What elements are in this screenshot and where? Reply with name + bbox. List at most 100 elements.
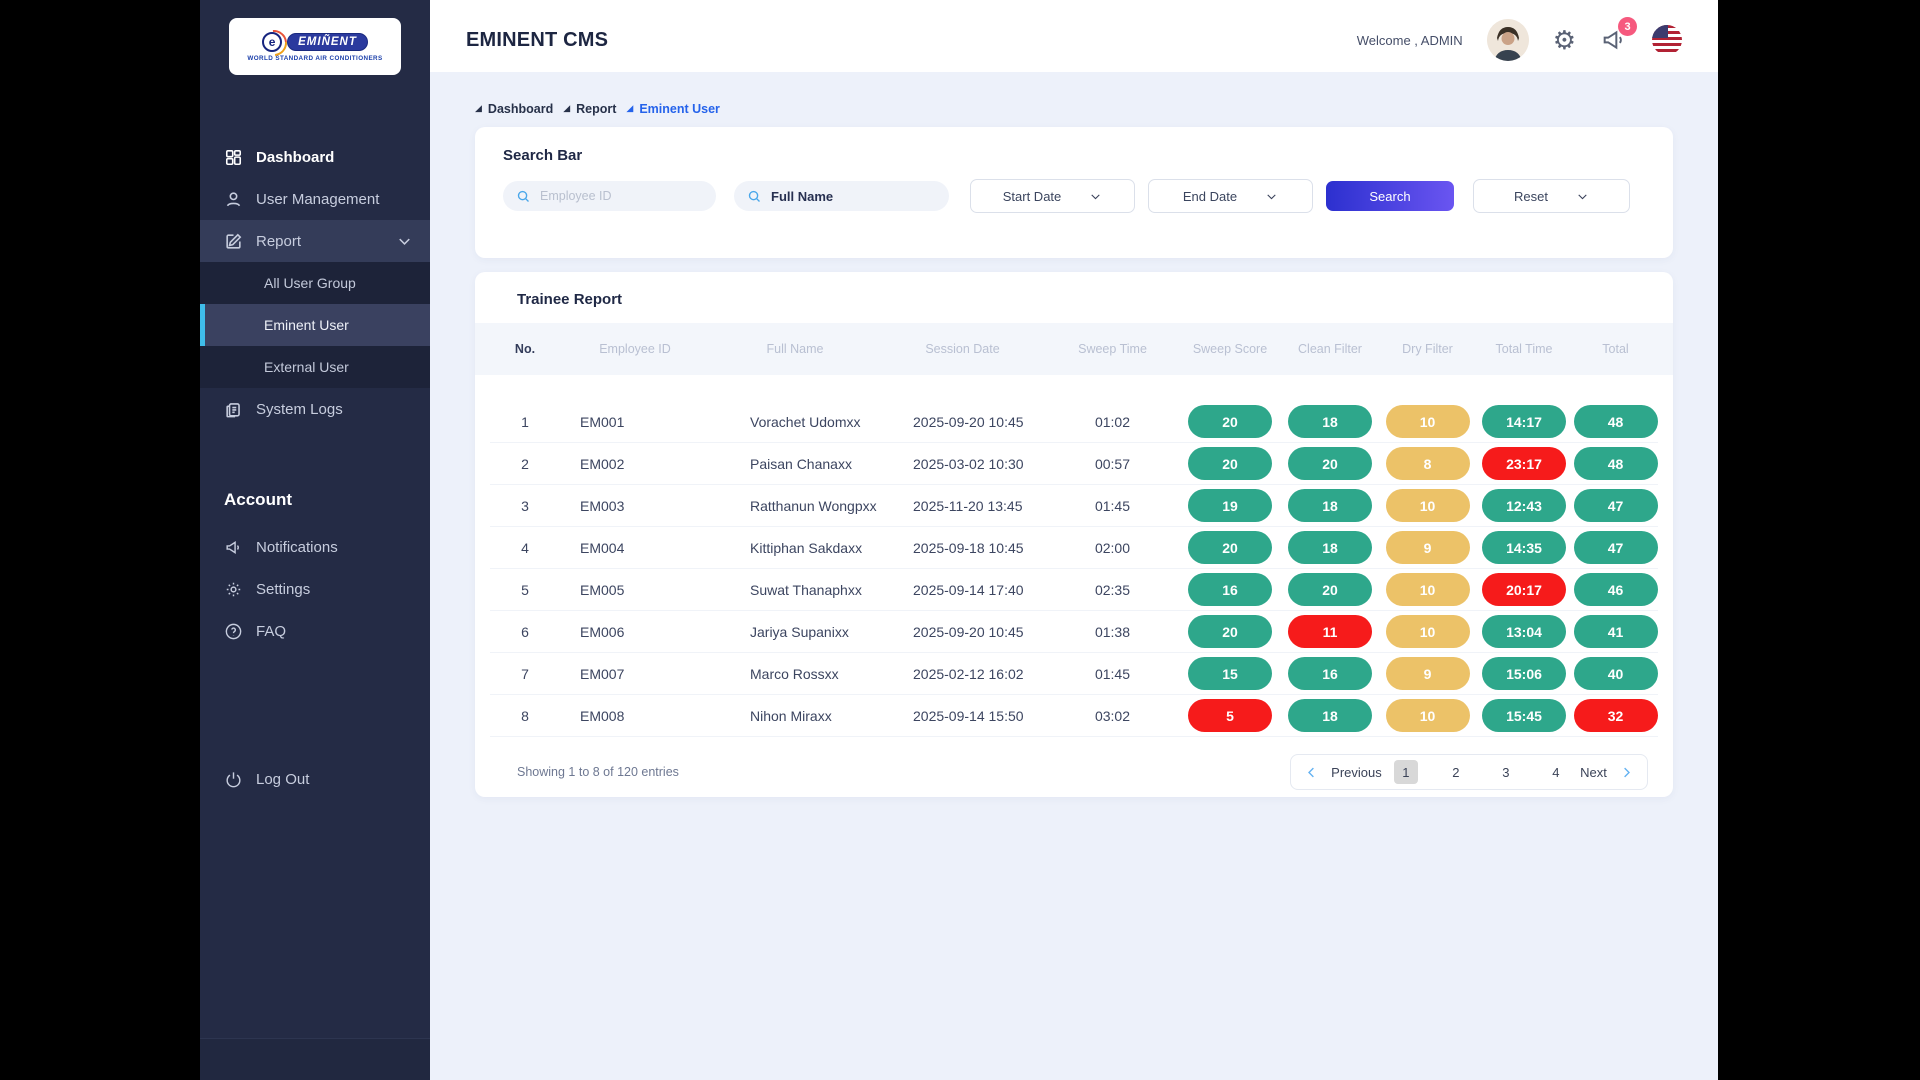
badge-cell: 20:17 (1475, 573, 1573, 606)
badge-cell: 15 (1180, 657, 1280, 690)
badge-cell: 18 (1280, 489, 1380, 522)
settings-gear-icon[interactable]: ⚙ (1552, 25, 1576, 55)
badge-cell: 13:04 (1475, 615, 1573, 648)
column-header-no: No. (514, 342, 536, 356)
total-badge: 40 (1573, 657, 1658, 690)
badge-cell: 9 (1380, 531, 1475, 564)
full-name-cell: Jariya Supanixx (750, 623, 849, 640)
row-no: 7 (521, 665, 529, 682)
sidebar-item-settings[interactable]: Settings (200, 568, 430, 610)
reset-select[interactable]: Reset (1473, 179, 1630, 213)
previous-page-button[interactable]: Previous (1331, 764, 1382, 780)
breadcrumb-item-report[interactable]: ◢ Report (563, 102, 616, 116)
breadcrumb-triangle-icon: ◢ (626, 104, 634, 114)
search-button[interactable]: Search (1326, 181, 1454, 211)
chevron-down-icon (1578, 193, 1587, 199)
page-button-1[interactable]: 1 (1393, 760, 1418, 784)
avatar-image (1486, 19, 1529, 61)
clean-filter-badge: 16 (1288, 657, 1372, 690)
employee-id-field (503, 181, 716, 211)
question-icon (225, 623, 242, 639)
badge-cell: 16 (1180, 573, 1280, 606)
badge-cell: 20 (1180, 531, 1280, 564)
total-badge: 48 (1573, 405, 1658, 438)
start-date-select[interactable]: Start Date (970, 179, 1135, 213)
table-footer: Showing 1 to 8 of 120 entries Previous 1… (475, 737, 1673, 790)
total-time-badge: 15:06 (1482, 657, 1566, 690)
breadcrumb-triangle-icon: ◢ (563, 104, 571, 114)
badge-cell: 18 (1280, 531, 1380, 564)
notification-megaphone-icon (1603, 30, 1622, 50)
search-icon (517, 190, 529, 202)
badge-cell: 47 (1573, 489, 1658, 522)
page-button-3[interactable]: 3 (1502, 764, 1510, 780)
megaphone-icon (226, 540, 239, 554)
content: ◢ Dashboard ◢ Report ◢ Eminent User Search Ba… (430, 72, 1718, 797)
topbar-right: Welcome , ADMIN ⚙ (1357, 17, 1682, 61)
sweep-score-badge: 5 (1188, 699, 1272, 732)
end-date-select[interactable]: End Date (1148, 179, 1313, 213)
chevron-left-icon[interactable] (1304, 765, 1319, 780)
badge-cell: 20 (1280, 573, 1380, 606)
pagination: Previous 1 2 3 4 Next (1290, 754, 1648, 790)
table-row: 7 EM007 Marco Rossxx 2025-02-12 16:02 01:45 1… (490, 653, 1658, 695)
session-date-cell: 2025-09-14 17:40 (913, 581, 1024, 598)
badge-cell: 15:45 (1475, 699, 1573, 732)
app-window: e EMIÑENT WORLD STANDARD AIR CONDITIONER… (200, 0, 1718, 1080)
full-name-input[interactable] (771, 188, 936, 204)
sidebar: e EMIÑENT WORLD STANDARD AIR CONDITIONER… (200, 0, 430, 1080)
chevron-down-icon (1091, 193, 1100, 199)
sidebar-item-user-management[interactable]: User Management (200, 178, 430, 220)
entries-summary: Showing 1 to 8 of 120 entries (517, 765, 679, 779)
search-controls: Start Date End Date Search Reset (503, 179, 1645, 213)
page-number-list: 1 2 3 4 (1393, 760, 1568, 784)
sidebar-item-notifications[interactable]: Notifications (200, 526, 430, 568)
sweep-time-cell: 02:00 (1094, 539, 1131, 556)
full-name-cell: Kittiphan Sakdaxx (750, 539, 863, 556)
submenu-item-all-user-group[interactable]: All User Group (264, 275, 356, 291)
badge-cell: 46 (1573, 573, 1658, 606)
logout-button[interactable]: Log Out (200, 758, 430, 800)
next-page-button[interactable]: Next (1580, 764, 1607, 780)
badge-cell: 47 (1573, 531, 1658, 564)
page-button-2[interactable]: 2 (1452, 764, 1460, 780)
reset-label: Reset (1514, 188, 1548, 204)
language-flag-us-icon[interactable] (1652, 25, 1682, 55)
sidebar-item-dashboard[interactable]: Dashboard (200, 136, 430, 178)
session-date-cell: 2025-09-18 10:45 (913, 539, 1024, 556)
badge-cell: 19 (1180, 489, 1280, 522)
table-row: 1 EM001 Vorachet Udomxx 2025-09-20 10:45 01:… (490, 401, 1658, 443)
column-header-sweep-time: Sweep Time (1078, 342, 1147, 356)
row-no: 8 (521, 707, 529, 724)
badge-cell: 41 (1573, 615, 1658, 648)
breadcrumb-item-dashboard[interactable]: ◢ Dashboard (475, 102, 553, 116)
table-row: 2 EM002 Paisan Chanaxx 2025-03-02 10:30 00:5… (490, 443, 1658, 485)
user-avatar[interactable] (1486, 19, 1529, 61)
sidebar-item-system-logs[interactable]: System Logs (200, 388, 430, 430)
page-button-4[interactable]: 4 (1552, 764, 1560, 780)
row-no: 4 (521, 539, 529, 556)
badge-cell: 48 (1573, 405, 1658, 438)
sweep-score-badge: 19 (1188, 489, 1272, 522)
notifications-button[interactable]: 3 (1600, 17, 1637, 54)
row-no: 2 (521, 455, 529, 472)
flag-canton (1652, 25, 1668, 38)
chevron-right-icon[interactable] (1619, 765, 1634, 780)
end-date-label: End Date (1182, 188, 1238, 204)
notification-count-badge: 3 (1618, 17, 1637, 36)
brand-logo[interactable]: e EMIÑENT WORLD STANDARD AIR CONDITIONER… (229, 18, 401, 75)
submenu-item-external-user[interactable]: External User (264, 359, 349, 375)
sidebar-item-label: Report (256, 232, 302, 250)
breadcrumb-item-eminent-user[interactable]: ◢ Eminent User (626, 102, 720, 116)
dry-filter-badge: 9 (1385, 531, 1470, 564)
sidebar-item-faq[interactable]: FAQ (200, 610, 430, 652)
badge-cell: 10 (1380, 489, 1475, 522)
submenu-item-eminent-user[interactable]: Eminent User (200, 304, 430, 346)
badge-cell: 15:06 (1475, 657, 1573, 690)
total-time-badge: 20:17 (1482, 573, 1566, 606)
sidebar-item-report[interactable]: Report (200, 220, 430, 262)
sweep-score-badge: 20 (1188, 447, 1272, 480)
employee-id-input[interactable] (540, 189, 703, 203)
column-header-session-date: Session Date (925, 342, 1000, 356)
total-badge: 41 (1573, 615, 1658, 648)
